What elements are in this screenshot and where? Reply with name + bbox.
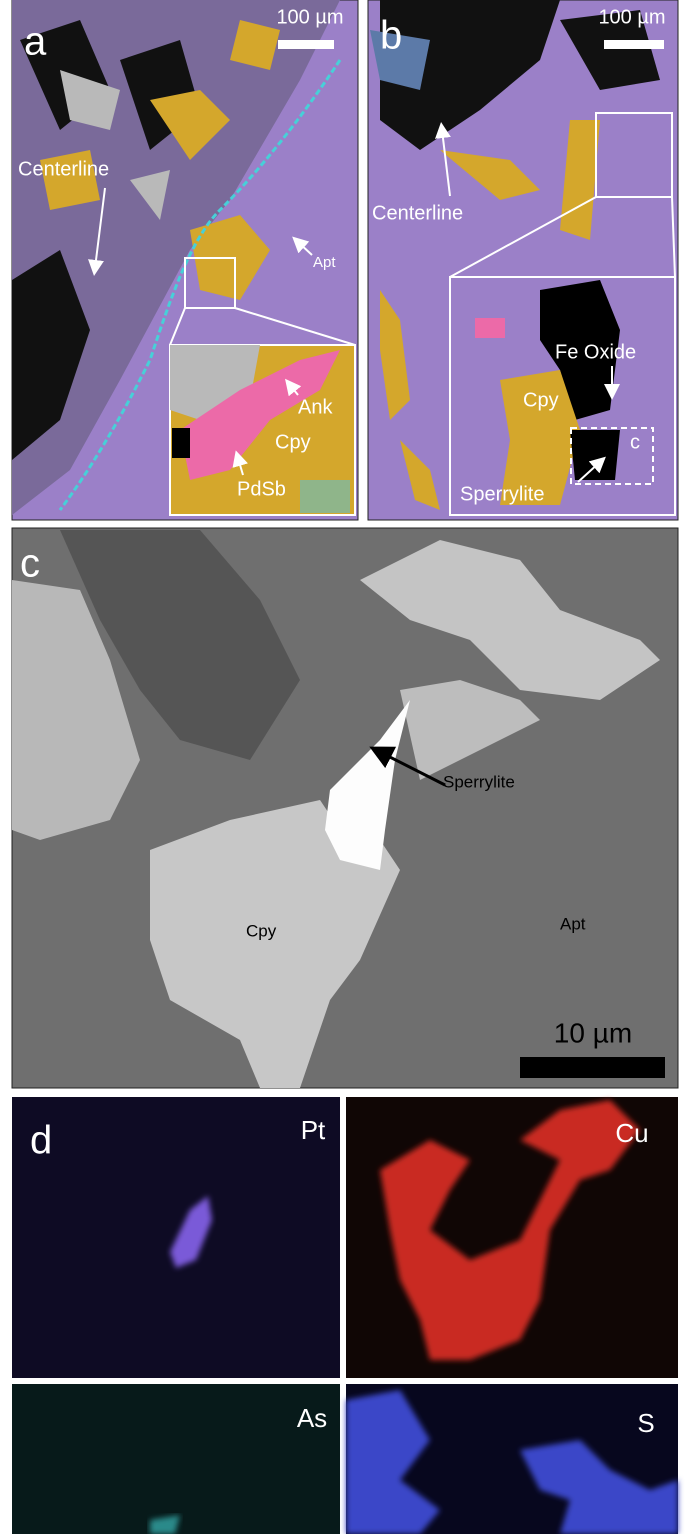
scale-bar-label: 100 µm	[276, 6, 343, 28]
inset-label: Ank	[298, 396, 333, 418]
scale-bar-label: 100 µm	[598, 6, 665, 28]
panel-label: d	[30, 1119, 52, 1163]
inset-dark	[570, 430, 620, 480]
panel-a: a 100 µm Centerline Apt Ank Cpy PdSb	[12, 0, 358, 520]
inset-label: PdSb	[237, 478, 286, 500]
scale-bar	[520, 1057, 665, 1078]
figure: a 100 µm Centerline Apt Ank Cpy PdSb b 1…	[0, 0, 686, 1534]
panel-label: a	[24, 20, 47, 64]
map-pt	[12, 1097, 340, 1378]
map-label: Pt	[301, 1115, 326, 1145]
map-label: As	[297, 1403, 327, 1433]
panel-d: d Pt Cu As S	[12, 1097, 678, 1534]
annotation: Centerline	[18, 158, 109, 180]
scale-bar	[278, 40, 334, 49]
panel-label: b	[380, 14, 402, 58]
annotation: Apt	[560, 914, 586, 933]
scale-bar-label: 10 µm	[554, 1017, 632, 1048]
panel-c: c Sperrylite Cpy Apt 10 µm	[12, 528, 678, 1088]
inset-label: Sperrylite	[460, 483, 544, 505]
annotation: Sperrylite	[443, 772, 515, 791]
map-label: Cu	[615, 1118, 648, 1148]
annotation: Cpy	[246, 921, 277, 940]
annotation: Centerline	[372, 202, 463, 224]
panel-b: b 100 µm Centerline Fe Oxide Cpy Sperryl…	[368, 0, 678, 520]
inset-label: Cpy	[275, 431, 311, 453]
inset-label: Cpy	[523, 389, 559, 411]
inset-pink	[475, 318, 505, 338]
inset-dark	[172, 428, 190, 458]
inset-label: Fe Oxide	[555, 341, 636, 363]
scale-bar	[604, 40, 664, 49]
map-as	[12, 1384, 340, 1534]
inset-label: c	[630, 431, 640, 453]
map-label: S	[637, 1408, 654, 1438]
panel-label: c	[20, 542, 40, 586]
inset-green	[300, 480, 350, 513]
annotation: Apt	[313, 254, 336, 271]
